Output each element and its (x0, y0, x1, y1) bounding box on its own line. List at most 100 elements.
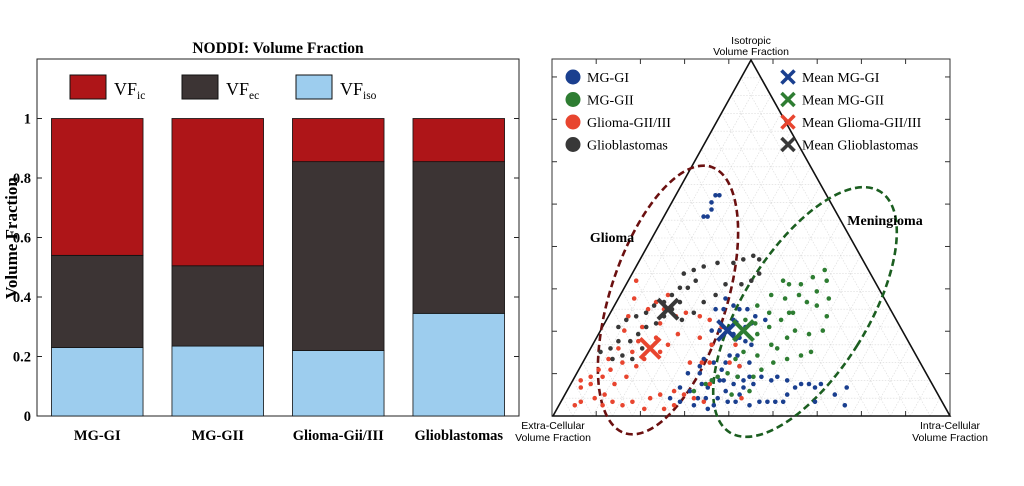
data-point (608, 346, 613, 351)
data-point (747, 360, 752, 365)
data-point (697, 314, 703, 319)
data-point (751, 253, 756, 259)
data-point (747, 403, 752, 408)
data-point (775, 374, 780, 380)
data-point (628, 338, 633, 344)
data-point (751, 374, 756, 380)
data-point (717, 378, 722, 383)
legend-mean-label: Mean Glioblastomas (802, 139, 918, 154)
data-point (572, 403, 578, 408)
data-point (624, 374, 629, 380)
data-point (723, 296, 728, 301)
ternary-points (572, 193, 849, 412)
mean-marker (732, 319, 755, 342)
data-point (624, 317, 629, 323)
data-point (709, 378, 715, 383)
data-point (812, 399, 818, 405)
data-point (651, 303, 657, 308)
data-point (671, 403, 677, 408)
data-point (798, 381, 804, 387)
bar-segment (292, 350, 385, 417)
corner-label-right-line1: Intra-Cellular (920, 420, 981, 432)
data-point (633, 278, 639, 284)
data-point (711, 403, 717, 408)
data-point (598, 349, 603, 355)
bar-chart-title: NODDI: Volume Fraction (192, 40, 364, 57)
data-point (739, 282, 744, 287)
data-point (703, 395, 709, 401)
data-point (639, 346, 645, 351)
data-point (635, 331, 641, 337)
data-point (620, 360, 625, 365)
grid-line (602, 326, 653, 417)
data-point (778, 317, 784, 323)
y-tick-label: 0 (24, 409, 31, 425)
data-point (707, 381, 713, 387)
data-point (653, 321, 659, 326)
bar-segment (412, 312, 505, 417)
data-point (588, 374, 593, 380)
data-point (751, 381, 756, 387)
data-point (755, 353, 760, 358)
data-point (820, 328, 826, 333)
data-point (675, 331, 681, 337)
grid-line (612, 113, 782, 417)
data-point (602, 392, 607, 397)
data-point (792, 328, 798, 333)
data-point (769, 342, 774, 348)
data-point (705, 214, 710, 219)
data-point (707, 360, 712, 365)
data-point (578, 399, 584, 405)
ternary-means (638, 297, 755, 360)
data-point (780, 399, 786, 405)
data-point (616, 324, 621, 330)
data-point (755, 303, 760, 308)
grid-line (850, 326, 901, 417)
bar-segment (292, 118, 385, 163)
data-point (612, 381, 617, 387)
data-point (715, 374, 720, 380)
data-point (705, 385, 711, 390)
data-point (592, 395, 597, 401)
legend-label: Glioblastomas (587, 139, 668, 154)
grid-line (721, 113, 891, 417)
data-point (630, 349, 635, 355)
legend-swatch (69, 74, 107, 100)
data-point (608, 367, 613, 373)
data-point (630, 399, 635, 405)
data-point (620, 353, 625, 358)
data-point (727, 360, 732, 365)
data-point (769, 378, 774, 383)
data-point (600, 403, 605, 408)
ternary-frame-ticks (552, 59, 950, 416)
data-point (711, 360, 716, 365)
data-point (721, 306, 726, 312)
category-label: Glioma-Gii/III (293, 428, 384, 444)
data-point (685, 285, 691, 291)
legend-dot (565, 114, 581, 130)
legend-dot (565, 69, 581, 85)
bar-segment (171, 265, 264, 347)
data-point (784, 378, 790, 383)
data-point (610, 356, 615, 362)
bar-segment (412, 118, 505, 163)
data-point (701, 399, 707, 405)
data-point (733, 356, 738, 362)
corner-label-top-line1: Isotropic (731, 35, 771, 47)
data-point (697, 335, 703, 341)
y-tick-label: 1 (24, 112, 31, 128)
data-point (745, 306, 750, 312)
data-point (661, 406, 667, 412)
data-point (768, 292, 774, 298)
data-point (808, 349, 814, 355)
data-point (743, 338, 748, 344)
data-point (731, 303, 736, 308)
data-point (695, 395, 701, 401)
data-point (737, 306, 742, 312)
bar-y-axis-label: Volume Fraction (2, 177, 21, 299)
data-point (671, 388, 677, 394)
data-point (713, 292, 718, 298)
data-point (681, 271, 687, 276)
data-point (622, 328, 627, 333)
data-point (709, 328, 714, 333)
